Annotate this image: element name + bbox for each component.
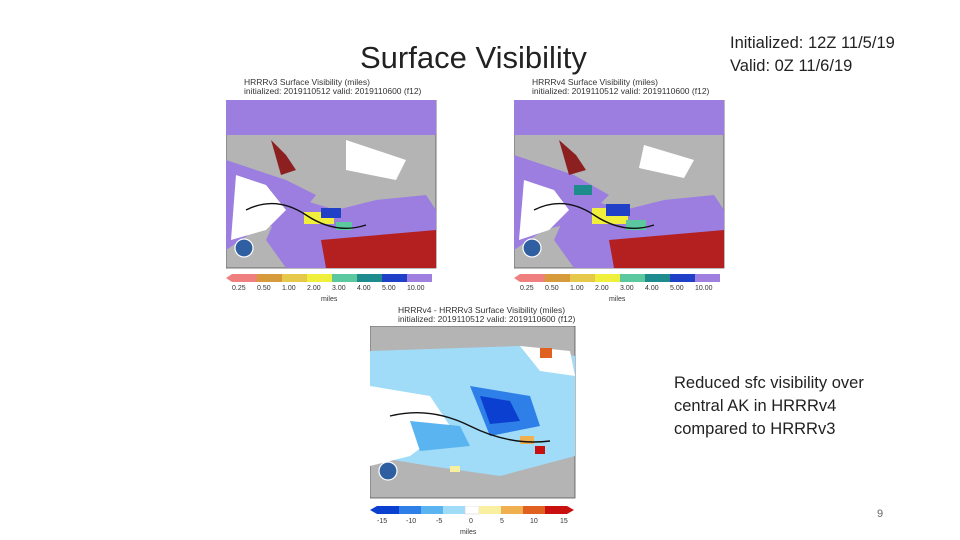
color-swatch: [545, 506, 567, 514]
slide-title: Surface Visibility: [360, 40, 587, 75]
panel-subtitle: initialized: 2019110512 valid: 201911060…: [244, 86, 422, 96]
panel-subtitle: initialized: 2019110512 valid: 201911060…: [532, 86, 710, 96]
noaa-logo-icon: [234, 238, 254, 258]
panel-title: HRRRv3 Surface Visibility (miles): [244, 77, 370, 87]
difference-panel: HRRRv4 - HRRRv3 Surface Visibility (mile…: [370, 306, 585, 536]
color-swatch: [695, 274, 720, 282]
tick-label: -10: [406, 518, 416, 525]
tick-label: 0.25: [520, 285, 534, 292]
color-swatch: [399, 506, 421, 514]
tick-label: 10.00: [695, 285, 713, 292]
hrrrv4-map: [514, 100, 725, 269]
panel-header: HRRRv4 Surface Visibility (miles) initia…: [532, 78, 709, 96]
panel-subtitle: initialized: 2019110512 valid: 201911060…: [398, 314, 576, 324]
note-line: compared to HRRRv3: [674, 420, 836, 438]
tick-label: 2.00: [595, 285, 609, 292]
tick-label: 5.00: [382, 285, 396, 292]
color-swatch: [357, 274, 382, 282]
page-number: 9: [877, 508, 884, 520]
hrrrv4-panel: HRRRv4 Surface Visibility (miles) initia…: [514, 78, 734, 308]
color-swatch: [523, 506, 545, 514]
hrrrv4-colorbar: 0.25 0.50 1.00 2.00 3.00 4.00 5.00 10.00…: [514, 274, 720, 303]
color-swatch: [570, 274, 595, 282]
color-swatch: [501, 506, 523, 514]
hrrrv3-map: [226, 100, 437, 269]
panel-header: HRRRv3 Surface Visibility (miles) initia…: [244, 78, 421, 96]
color-swatch: [595, 274, 620, 282]
tick-label: 0: [469, 518, 473, 525]
note-line: central AK in HRRRv4: [674, 397, 837, 415]
color-swatch: [332, 274, 357, 282]
color-swatch: [545, 274, 570, 282]
tick-label: 3.00: [332, 285, 346, 292]
panel-title: HRRRv4 Surface Visibility (miles): [532, 77, 658, 87]
tick-label: 2.00: [307, 285, 321, 292]
tick-label: -15: [377, 518, 387, 525]
hrrrv3-panel: HRRRv3 Surface Visibility (miles) initia…: [226, 78, 441, 308]
tick-label: -5: [436, 518, 442, 525]
units-label: miles: [460, 529, 477, 536]
color-swatch: [382, 274, 407, 282]
color-swatch: [232, 274, 257, 282]
tick-label: 5: [500, 518, 504, 525]
tick-label: 1.00: [570, 285, 584, 292]
tick-label: 0.50: [545, 285, 559, 292]
tick-label: 1.00: [282, 285, 296, 292]
color-swatch: [377, 506, 399, 514]
panel-header: HRRRv4 - HRRRv3 Surface Visibility (mile…: [398, 306, 575, 324]
tick-label: 4.00: [357, 285, 371, 292]
init-valid-info: Initialized: 12Z 11/5/19 Valid: 0Z 11/6/…: [730, 32, 895, 78]
color-swatch: [479, 506, 501, 514]
color-swatch: [307, 274, 332, 282]
tick-label: 10: [530, 518, 538, 525]
color-swatch: [670, 274, 695, 282]
noaa-logo-icon: [378, 461, 398, 481]
color-swatch: [282, 274, 307, 282]
color-swatch: [407, 274, 432, 282]
tick-label: 4.00: [645, 285, 659, 292]
tick-label: 5.00: [670, 285, 684, 292]
tick-label: 15: [560, 518, 568, 525]
color-swatch: [620, 274, 645, 282]
difference-map: [370, 326, 576, 499]
valid-line: Valid: 0Z 11/6/19: [730, 57, 853, 75]
units-label: miles: [321, 296, 338, 303]
color-swatch: [421, 506, 443, 514]
color-swatch: [520, 274, 545, 282]
units-label: miles: [609, 296, 626, 303]
init-line: Initialized: 12Z 11/5/19: [730, 34, 895, 52]
panel-title: HRRRv4 - HRRRv3 Surface Visibility (mile…: [398, 305, 566, 315]
tick-label: 0.25: [232, 285, 246, 292]
color-swatch: [443, 506, 465, 514]
tick-label: 10.00: [407, 285, 425, 292]
difference-colorbar: -15 -10 -5 0 5 10 15 miles: [370, 506, 574, 536]
hrrrv3-colorbar: 0.25 0.50 1.00 2.00 3.00 4.00 5.00 10.00…: [226, 274, 432, 303]
noaa-logo-icon: [522, 238, 542, 258]
color-swatch: [464, 506, 480, 515]
color-swatch: [645, 274, 670, 282]
color-swatch: [257, 274, 282, 282]
note-line: Reduced sfc visibility over: [674, 374, 864, 392]
tick-label: 3.00: [620, 285, 634, 292]
tick-label: 0.50: [257, 285, 271, 292]
summary-note: Reduced sfc visibility over central AK i…: [674, 372, 864, 441]
